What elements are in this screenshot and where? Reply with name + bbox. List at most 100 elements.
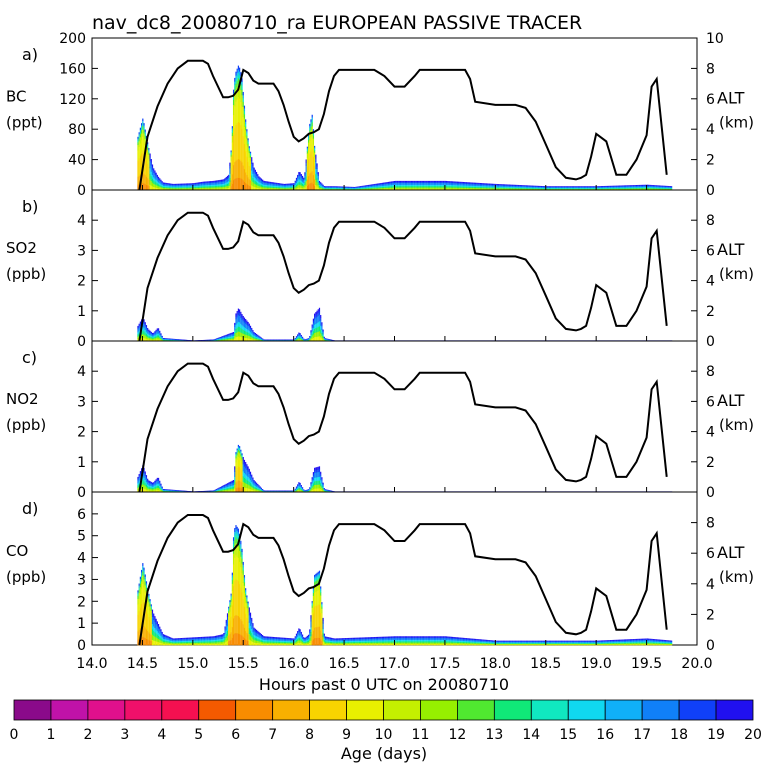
tracer-bar-segment	[240, 178, 242, 191]
tracer-bar-segment	[317, 175, 319, 180]
tracer-bar-segment	[251, 339, 253, 342]
tracer-bar-segment	[631, 185, 633, 187]
tracer-bar-segment	[211, 188, 213, 191]
tracer-bar-segment	[274, 182, 276, 184]
tracer-bar-segment	[248, 335, 250, 339]
tracer-bar-segment	[154, 333, 156, 336]
tracer-bar-segment	[251, 333, 253, 336]
tracer-bar-segment	[410, 180, 413, 183]
tracer-bar-segment	[603, 188, 605, 190]
tracer-bar-segment	[481, 185, 483, 188]
tracer-bar-segment	[199, 182, 201, 184]
tracer-bar-segment	[662, 188, 664, 190]
tracer-bar-segment	[347, 187, 350, 188]
tracer-bar-segment	[435, 188, 437, 191]
tracer-bar-segment	[622, 185, 624, 187]
tracer-bar-segment	[311, 182, 313, 191]
tracer-bar-segment	[449, 182, 451, 185]
tracer-bar-segment	[510, 184, 512, 186]
tracer-bar-segment	[441, 182, 443, 185]
tracer-bar-segment	[207, 186, 209, 188]
tracer-bar-segment	[298, 334, 300, 337]
tracer-bar-segment	[243, 110, 246, 115]
tracer-bar-segment	[257, 336, 259, 338]
tracer-bar-segment	[608, 186, 610, 188]
tracer-bar-segment	[179, 186, 181, 188]
tracer-bar-segment	[649, 184, 651, 186]
tracer-bar-segment	[647, 186, 650, 188]
tracer-bar-segment	[166, 339, 168, 341]
tracer-bar-segment	[426, 182, 428, 185]
tracer-bar-segment	[258, 183, 260, 187]
tracer-bar-segment	[483, 186, 485, 189]
tracer-bar-segment	[487, 184, 489, 186]
tracer-bar-segment	[603, 188, 605, 190]
tracer-bar-segment	[193, 187, 195, 190]
tracer-bar-segment	[247, 332, 249, 336]
tracer-bar-segment	[409, 184, 411, 187]
tracer-bar-segment	[383, 185, 385, 187]
tracer-bar-segment	[667, 186, 669, 188]
tracer-bar-segment	[502, 184, 505, 186]
tracer-bar-segment	[281, 187, 283, 189]
tracer-bar-segment	[138, 327, 140, 331]
tracer-bar-segment	[598, 186, 600, 188]
tracer-bar-segment	[539, 186, 541, 188]
tracer-bar-segment	[318, 326, 321, 332]
tracer-bar-segment	[631, 187, 633, 189]
tracer-bar-segment	[341, 188, 344, 190]
tracer-bar-segment	[614, 186, 616, 187]
tracer-bar-segment	[321, 184, 323, 186]
tracer-bar-segment	[224, 337, 226, 339]
tracer-bar-segment	[344, 188, 346, 190]
tracer-bar-segment	[456, 181, 459, 183]
tracer-bar-segment	[597, 186, 599, 189]
tracer-bar-segment	[557, 186, 559, 189]
tracer-bar-segment	[604, 187, 606, 189]
tracer-bar-segment	[206, 183, 208, 186]
tracer-bar-segment	[387, 183, 390, 186]
tracer-bar-segment	[543, 186, 546, 188]
tracer-bar-segment	[232, 114, 235, 136]
tracer-bar-segment	[212, 185, 214, 188]
tracer-bar-segment	[412, 187, 414, 189]
tracer-bar-segment	[174, 188, 177, 190]
tracer-bar-segment	[378, 183, 380, 185]
tracer-bar-segment	[253, 172, 255, 177]
tracer-bar-segment	[143, 323, 145, 329]
tracer-bar-segment	[208, 182, 210, 186]
tracer-bar-segment	[240, 160, 242, 179]
tracer-bar-segment	[258, 335, 260, 337]
tracer-bar-segment	[180, 186, 183, 188]
tracer-bar-segment	[422, 180, 425, 183]
tracer-bar-segment	[245, 337, 247, 342]
tracer-bar-segment	[237, 65, 240, 70]
tracer-bar-segment	[622, 187, 624, 189]
tracer-bar-segment	[375, 183, 377, 185]
tracer-bar-segment	[401, 184, 403, 187]
tracer-bar-segment	[231, 335, 233, 338]
tracer-bar-segment	[287, 184, 289, 187]
tracer-bar-segment	[220, 185, 223, 188]
tracer-bar-segment	[251, 327, 253, 330]
tracer-bar-segment	[253, 339, 255, 342]
tracer-bar-segment	[156, 335, 158, 338]
tracer-bar-segment	[299, 337, 301, 339]
tracer-bar-segment	[487, 186, 489, 188]
tracer-bar-segment	[432, 188, 434, 191]
tracer-bar-segment	[166, 182, 168, 184]
tracer-bar-segment	[278, 185, 281, 188]
tracer-bar-segment	[405, 187, 408, 189]
tracer-bar-segment	[242, 325, 244, 331]
tracer-bar-segment	[520, 186, 523, 188]
tracer-bar-segment	[232, 134, 235, 166]
tracer-bar-segment	[147, 330, 149, 334]
tracer-bar-segment	[176, 187, 178, 189]
tracer-bar-segment	[632, 187, 634, 189]
tracer-bar-segment	[531, 186, 534, 187]
tracer-bar-segment	[432, 182, 434, 185]
tracer-bar-segment	[526, 185, 529, 187]
tracer-bar-segment	[228, 337, 230, 340]
tracer-bar-segment	[167, 183, 169, 185]
tracer-bar-segment	[315, 161, 317, 170]
